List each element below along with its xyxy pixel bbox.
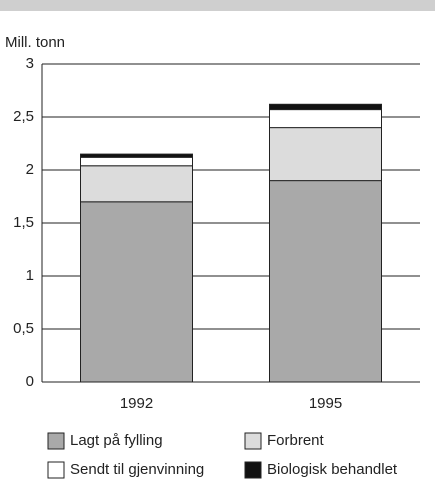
top-band	[0, 0, 435, 11]
legend-label: Forbrent	[267, 432, 325, 449]
bar-segment	[80, 201, 193, 383]
bar-segment	[269, 103, 382, 111]
legend-swatch	[244, 461, 262, 479]
y-tick-label: 1	[26, 267, 34, 284]
x-tick-label: 1992	[120, 395, 153, 412]
legend-swatch	[47, 461, 65, 479]
y-axis-label: Mill. tonn	[5, 34, 65, 51]
y-tick-label: 2	[26, 161, 34, 178]
bar-segment	[80, 156, 193, 167]
bar-segment	[269, 180, 382, 383]
legend-label: Biologisk behandlet	[267, 461, 398, 478]
legend-label: Sendt til gjenvinning	[70, 461, 204, 478]
x-tick-label: 1995	[309, 395, 342, 412]
bar-segment	[269, 109, 382, 129]
y-tick-label: 1,5	[13, 214, 34, 231]
bar-segment	[80, 153, 193, 158]
y-tick-label: 0,5	[13, 320, 34, 337]
legend-swatch	[244, 432, 262, 450]
bar-segment	[269, 127, 382, 182]
legend-label: Lagt på fylling	[70, 432, 163, 449]
y-tick-label: 2,5	[13, 108, 34, 125]
y-tick-label: 0	[26, 373, 34, 390]
legend-swatch	[47, 432, 65, 450]
bar-segment	[80, 165, 193, 203]
y-tick-label: 3	[26, 55, 34, 72]
